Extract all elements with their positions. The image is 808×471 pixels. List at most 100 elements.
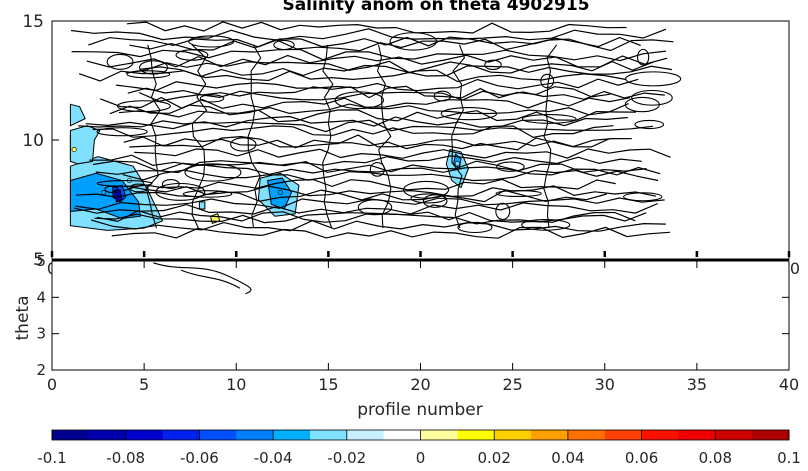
lower-plot-area xyxy=(52,261,789,370)
lower-contour-line xyxy=(180,269,241,289)
colorbar-swatch xyxy=(457,430,495,440)
contour-line xyxy=(71,28,667,41)
xtick-label: 25 xyxy=(502,375,522,394)
colorbar-swatch xyxy=(531,430,569,440)
contour-loop xyxy=(634,119,665,130)
contour-loop xyxy=(230,137,257,152)
xtick-label: 40 xyxy=(779,375,799,394)
contour-loop xyxy=(637,48,650,66)
contour-loop xyxy=(495,202,511,221)
contour-loop xyxy=(184,163,242,182)
colorbar-swatch xyxy=(346,430,385,440)
colorbar-tick-label: -0.06 xyxy=(180,449,219,467)
xtick-label: 15 xyxy=(318,375,338,394)
colorbar-tick-label: -0.1 xyxy=(37,449,66,467)
contour-loop xyxy=(188,35,235,48)
colorbar-swatch xyxy=(52,430,90,440)
colorbar-swatch xyxy=(273,430,311,440)
colorbar-tick-label: 0.1 xyxy=(777,449,801,467)
contour-line xyxy=(92,125,614,139)
upper-plot-area xyxy=(52,21,789,259)
colorbar-swatch xyxy=(494,430,532,440)
xtick-label: 30 xyxy=(595,375,615,394)
anomaly-region-center xyxy=(101,189,107,195)
contour-line xyxy=(78,69,627,83)
contour-line xyxy=(127,85,611,99)
colorbar-swatch xyxy=(641,430,679,440)
contour-loop xyxy=(175,49,209,61)
contour-loop xyxy=(96,180,153,187)
xtick-label: 20 xyxy=(410,375,430,394)
colorbar-ticks: -0.1 -0.08 -0.06 -0.04 -0.02 0 0.02 0.04 0.06 0.0… xyxy=(37,430,801,467)
colorbar-tick-label: 0.04 xyxy=(551,449,584,467)
colorbar-tick-label: 0.08 xyxy=(699,449,732,467)
contour-loop xyxy=(440,106,498,121)
contour-loop xyxy=(116,100,171,113)
upper-ytick-label: 10 xyxy=(22,131,44,151)
anomaly-region-center xyxy=(71,147,77,153)
contour-loop xyxy=(457,221,493,234)
anomaly-region xyxy=(69,103,86,127)
colorbar-swatch xyxy=(199,430,237,440)
xtick-label: 5 xyxy=(139,375,149,394)
contour-loop xyxy=(495,190,542,198)
colorbar-swatch xyxy=(383,430,421,440)
anomaly-region-center xyxy=(277,189,283,195)
contour-loop xyxy=(357,199,393,216)
upper-partial-xtick-right: 0 xyxy=(790,259,800,278)
contour-loop xyxy=(273,39,295,51)
contour-line xyxy=(138,90,665,102)
colorbar-swatch xyxy=(162,430,200,440)
y-axis-label: theta xyxy=(13,296,33,341)
upper-ytick-label: 5 xyxy=(33,250,44,270)
contour-line xyxy=(322,44,334,229)
contour-loop xyxy=(625,71,682,87)
lower-ytick-label: 2 xyxy=(36,361,46,379)
colorbar-swatch xyxy=(567,430,606,440)
contour-line xyxy=(111,226,670,239)
contour-line xyxy=(145,44,161,229)
contour-loop xyxy=(161,179,180,190)
colorbar-swatch xyxy=(604,430,643,440)
contour-loop xyxy=(334,91,385,110)
x-axis-label: profile number xyxy=(357,400,482,420)
contour-line xyxy=(191,44,208,229)
contour-line xyxy=(75,189,607,203)
colorbar-tick-label: 0 xyxy=(416,449,426,467)
contour-loop xyxy=(623,192,663,202)
contour-line xyxy=(129,137,611,151)
contour-loop xyxy=(433,90,452,102)
contour-loop xyxy=(182,190,233,198)
contour-loop xyxy=(410,193,447,204)
lower-panel: 0 5 10 15 20 25 30 35 40 2 3 4 5 profile number the… xyxy=(13,251,799,420)
contour-loop xyxy=(389,32,437,51)
anomaly-region xyxy=(198,201,206,210)
colorbar-swatch xyxy=(309,430,348,440)
contour-line xyxy=(123,178,616,192)
contour-lines xyxy=(71,21,682,239)
colorbar-swatch xyxy=(125,430,164,440)
contour-line xyxy=(99,96,631,110)
lower-ytick-label: 4 xyxy=(36,288,46,306)
contour-line xyxy=(116,78,639,92)
colorbar-swatch xyxy=(752,430,790,440)
upper-ytick-label: 15 xyxy=(22,12,44,32)
colorbar-swatch xyxy=(678,430,716,440)
contour-loop xyxy=(521,219,571,231)
xtick-label: 0 xyxy=(47,375,57,394)
contour-line xyxy=(74,202,659,215)
contour-loop xyxy=(155,182,206,201)
contour-line xyxy=(126,21,627,34)
contour-loop xyxy=(521,114,577,124)
colorbar-tick-label: 0.06 xyxy=(625,449,658,467)
colorbar-swatch xyxy=(236,430,274,440)
contour-loop xyxy=(126,70,171,79)
anomaly-region-center xyxy=(113,192,119,198)
contour-line xyxy=(122,169,659,182)
contour-line xyxy=(88,36,641,48)
contour-line xyxy=(86,54,668,68)
xtick-label: 35 xyxy=(687,375,707,394)
contour-loop xyxy=(403,180,450,199)
x-ticks: 0 5 10 15 20 25 30 35 40 xyxy=(47,251,799,394)
contour-line xyxy=(78,115,628,128)
